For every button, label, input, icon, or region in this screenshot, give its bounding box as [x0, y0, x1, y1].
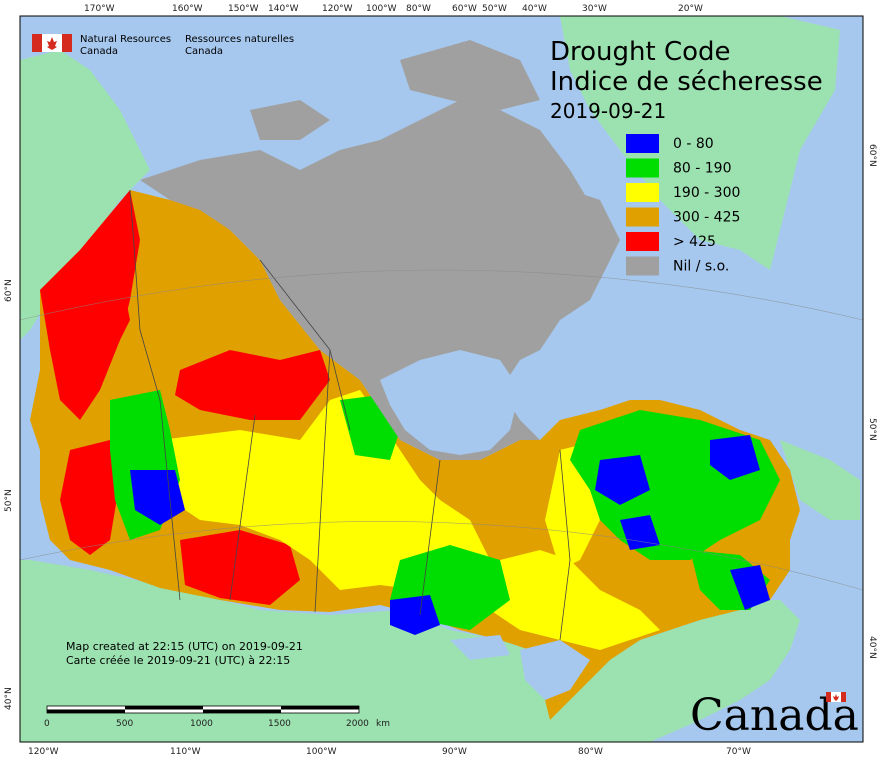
tick-left-1: 50°N	[4, 489, 14, 512]
right-latitude-labels: 60°N 50°N 40°N	[867, 144, 877, 659]
scale-unit: km	[376, 719, 390, 729]
legend-swatch	[626, 183, 659, 202]
map-frame	[19, 15, 864, 743]
alaska-land	[20, 50, 150, 340]
agency-fr-line1: Ressources naturelles	[185, 34, 294, 45]
credit-line2: Carte créée le 2019-09-21 (UTC) à 22:15	[66, 654, 290, 667]
tick-bottom-3: 90°W	[442, 747, 467, 757]
drought-yellow-east	[490, 550, 660, 650]
drought-red-bc	[60, 440, 120, 555]
drought-blue-quebec	[595, 455, 650, 505]
arctic-island	[400, 40, 540, 110]
title-block: Drought Code Indice de sécheresse 2019-0…	[550, 37, 823, 123]
legend-label: Nil / s.o.	[673, 259, 729, 275]
legend-label: > 425	[673, 234, 716, 250]
legend: 0 - 80 80 - 190 190 - 300 300 - 425 > 425 Nil…	[626, 134, 740, 276]
drought-red-south	[180, 530, 300, 605]
tick-top-4: 120°W	[322, 4, 353, 14]
tick-bottom-2: 100°W	[306, 747, 337, 757]
scale-tick-4: 2000	[346, 719, 369, 729]
tick-bottom-0: 120°W	[28, 747, 59, 757]
legend-label: 80 - 190	[673, 161, 732, 177]
tick-top-0: 170°W	[84, 4, 115, 14]
drought-blue-qc2	[620, 515, 660, 550]
legend-label: 190 - 300	[673, 185, 740, 201]
tick-bottom-5: 70°W	[726, 747, 751, 757]
tick-top-5: 100°W	[366, 4, 397, 14]
drought-blue-labrador	[710, 435, 760, 480]
scale-tick-1: 500	[116, 719, 133, 729]
scale-tick-2: 1000	[190, 719, 213, 729]
left-latitude-labels: 60°N 50°N 40°N	[4, 279, 14, 710]
legend-swatch	[626, 207, 659, 227]
tick-top-6: 80°W	[406, 4, 431, 14]
scale-tick-0: 0	[44, 719, 50, 729]
scale-tick-3: 1500	[268, 719, 291, 729]
arctic-island-2	[250, 100, 330, 140]
agency-en-line2: Canada	[80, 46, 118, 57]
scale-bar: 0 500 1000 1500 2000 km	[44, 705, 390, 729]
tick-top-10: 30°W	[582, 4, 607, 14]
agency-fr-line2: Canada	[185, 46, 223, 57]
tick-top-1: 160°W	[172, 4, 203, 14]
tick-top-7: 60°W	[452, 4, 477, 14]
canada-flag-icon	[32, 34, 72, 52]
legend-swatch	[626, 232, 659, 251]
tick-top-9: 40°W	[522, 4, 547, 14]
wordmark-flag-icon	[826, 692, 846, 702]
tick-top-11: 20°W	[678, 4, 703, 14]
hudson-bay	[380, 350, 520, 455]
lake-superior	[450, 635, 510, 660]
tick-right-1: 50°N	[867, 418, 877, 441]
legend-swatch	[626, 134, 659, 153]
legend-swatch	[626, 256, 659, 276]
drought-blue-maritimes	[730, 565, 770, 610]
baffin-island	[470, 180, 620, 300]
agency-header: Natural Resources Canada Ressources natu…	[32, 34, 294, 57]
province-borders	[129, 189, 571, 641]
tick-bottom-4: 80°W	[578, 747, 603, 757]
legend-label: 0 - 80	[673, 136, 714, 152]
top-longitude-labels: 170°W 160°W 150°W 140°W 120°W 100°W 80°W…	[84, 4, 703, 14]
legend-label: 300 - 425	[673, 210, 740, 226]
tick-left-0: 60°N	[4, 279, 14, 302]
drought-blue-ontario	[390, 595, 440, 635]
title-line1: Drought Code	[550, 37, 731, 67]
graticule	[19, 269, 864, 591]
drought-red-north	[175, 350, 330, 420]
drought-yellow-prairies	[160, 390, 490, 590]
tick-right-2: 40°N	[867, 636, 877, 659]
east-coast-land	[780, 440, 860, 520]
credit-line1: Map created at 22:15 (UTC) on 2019-09-21	[66, 640, 303, 653]
credit-block: Map created at 22:15 (UTC) on 2019-09-21…	[66, 640, 303, 667]
greenland-land	[560, 16, 840, 270]
tick-bottom-1: 110°W	[170, 747, 201, 757]
legend-swatch	[626, 158, 659, 178]
tick-top-2: 150°W	[228, 4, 259, 14]
tick-top-8: 50°W	[482, 4, 507, 14]
bottom-longitude-labels: 120°W 110°W 100°W 90°W 80°W 70°W	[28, 747, 751, 757]
tick-left-2: 40°N	[4, 687, 14, 710]
great-lakes	[520, 640, 590, 700]
title-date: 2019-09-21	[550, 99, 666, 123]
title-line2: Indice de sécheresse	[550, 67, 823, 97]
canada-wordmark: Canada	[690, 690, 859, 741]
tick-top-3: 140°W	[268, 4, 299, 14]
tick-right-0: 60°N	[867, 144, 877, 167]
agency-en-line1: Natural Resources	[80, 34, 171, 45]
usa-land	[20, 560, 800, 742]
drought-red-yukon	[60, 270, 130, 360]
